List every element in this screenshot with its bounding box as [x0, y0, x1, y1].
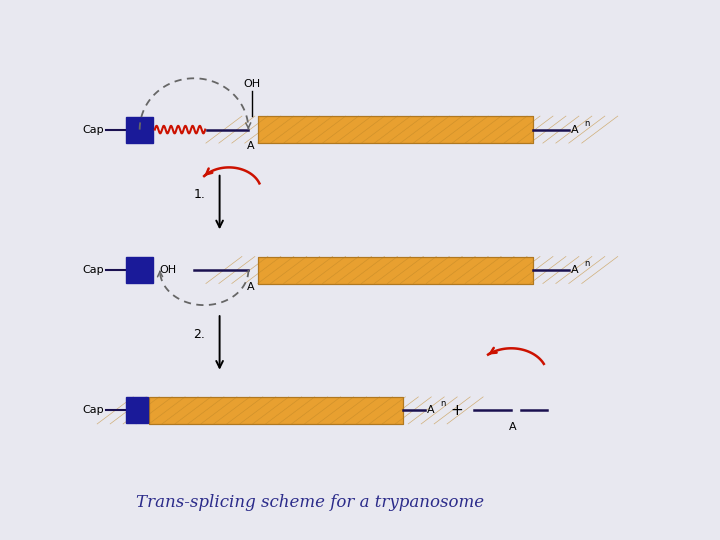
Text: n: n — [440, 400, 445, 408]
Text: A: A — [571, 125, 579, 134]
Text: n: n — [584, 259, 589, 268]
Bar — [258, 256, 533, 284]
Text: Cap: Cap — [83, 125, 104, 134]
Text: A: A — [571, 265, 579, 275]
Text: +: + — [451, 403, 464, 418]
Text: A: A — [427, 406, 435, 415]
Text: OH: OH — [243, 79, 261, 89]
Text: Trans-splicing scheme for a trypanosome: Trans-splicing scheme for a trypanosome — [135, 494, 484, 511]
Text: OH: OH — [160, 265, 177, 275]
Bar — [126, 397, 148, 423]
Text: 1.: 1. — [194, 188, 205, 201]
Text: A: A — [509, 422, 516, 433]
Bar — [258, 256, 533, 284]
Bar — [258, 116, 533, 143]
Text: A: A — [247, 141, 254, 152]
Text: 2.: 2. — [194, 328, 205, 341]
Text: Cap: Cap — [83, 406, 104, 415]
Bar — [149, 397, 403, 424]
Bar — [126, 257, 153, 283]
Text: Cap: Cap — [83, 265, 104, 275]
Bar — [149, 397, 403, 424]
Bar — [258, 116, 533, 143]
Bar — [126, 117, 153, 143]
Text: n: n — [584, 119, 589, 127]
Text: A: A — [247, 282, 254, 292]
